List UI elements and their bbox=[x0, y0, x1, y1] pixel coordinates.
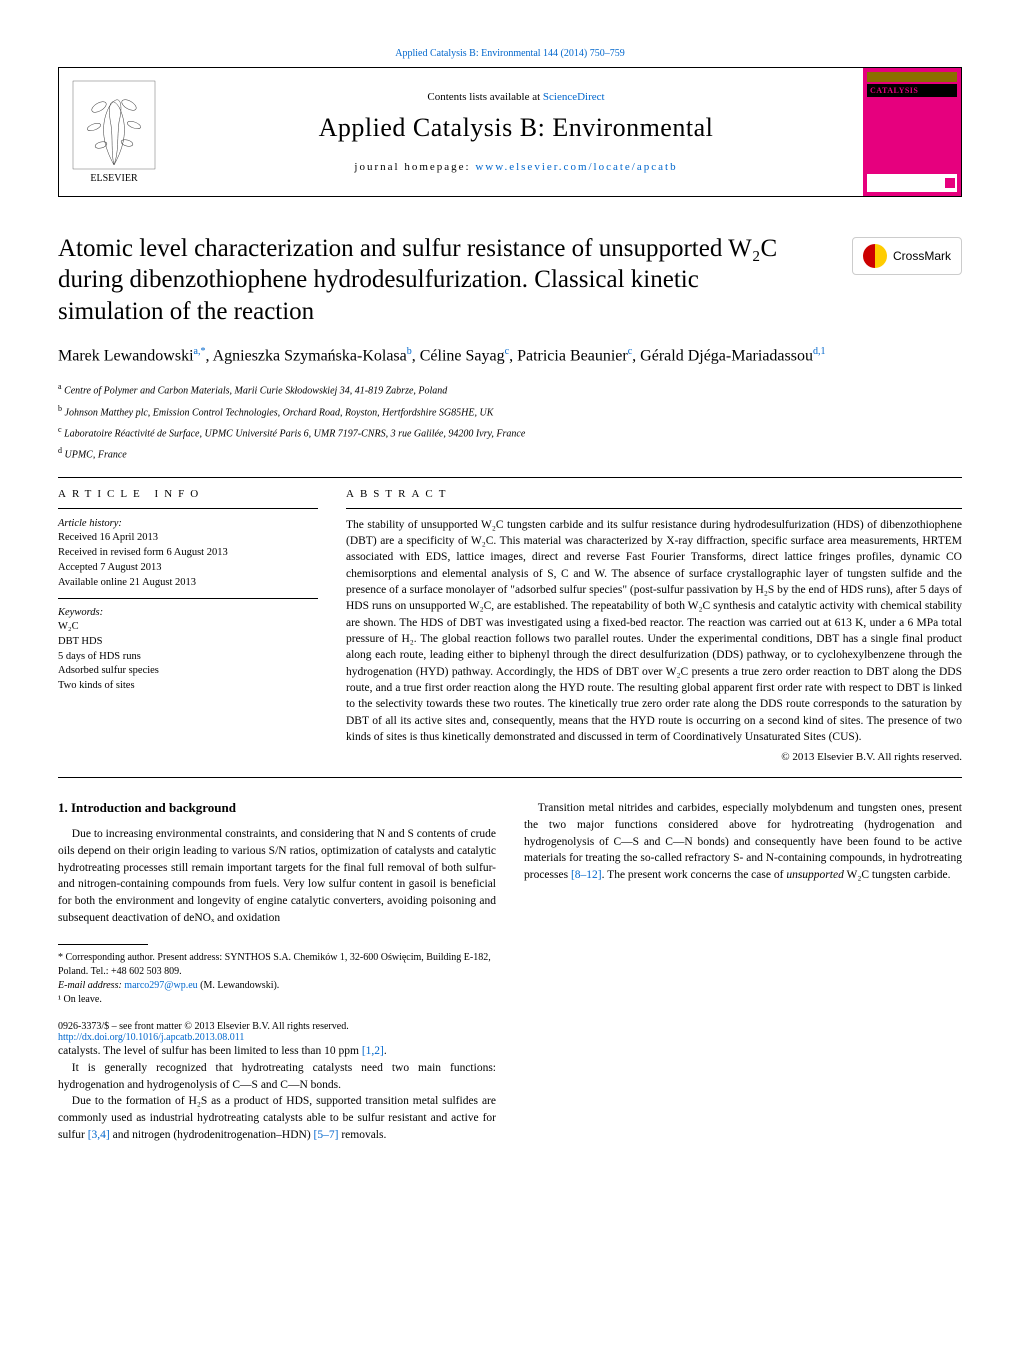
footnote-rule bbox=[58, 944, 148, 945]
onleave-note: ¹ On leave. bbox=[58, 993, 496, 1007]
history-item: Available online 21 August 2013 bbox=[58, 576, 318, 591]
author-list: Marek Lewandowskia,*, Agnieszka Szymańsk… bbox=[58, 345, 962, 368]
volume-link[interactable]: Applied Catalysis B: Environmental 144 (… bbox=[58, 48, 962, 59]
email-label: E-mail address: bbox=[58, 980, 124, 991]
cover-top-stripe bbox=[867, 72, 957, 82]
section-heading: 1. Introduction and background bbox=[58, 800, 496, 816]
journal-cover: CATALYSIS bbox=[863, 68, 961, 196]
history-label: Article history: bbox=[58, 517, 318, 532]
homepage-line: journal homepage: www.elsevier.com/locat… bbox=[354, 161, 677, 173]
affiliation: c Laboratoire Réactivité de Surface, UPM… bbox=[58, 424, 962, 441]
article-info-head: ARTICLE INFO bbox=[58, 488, 318, 500]
divider bbox=[346, 508, 962, 509]
cover-accent-box bbox=[945, 178, 955, 188]
cover-bottom bbox=[867, 174, 957, 192]
affiliation: d UPMC, France bbox=[58, 445, 962, 462]
keyword-item: DBT HDS bbox=[58, 635, 318, 650]
cover-body bbox=[867, 97, 957, 174]
crossmark-icon bbox=[863, 244, 887, 268]
abstract-head: ABSTRACT bbox=[346, 488, 962, 500]
issn-line: 0926-3373/$ – see front matter © 2013 El… bbox=[58, 1021, 496, 1032]
keyword-item: Adsorbed sulfur species bbox=[58, 664, 318, 679]
divider bbox=[58, 598, 318, 599]
elsevier-logo: ELSEVIER bbox=[59, 68, 169, 196]
divider bbox=[58, 477, 962, 478]
cover-title: CATALYSIS bbox=[867, 84, 957, 97]
homepage-link[interactable]: www.elsevier.com/locate/apcatb bbox=[475, 161, 677, 173]
ref-link[interactable]: [3,4] bbox=[88, 1129, 110, 1141]
keyword-item: 5 days of HDS runs bbox=[58, 650, 318, 665]
header-center: Contents lists available at ScienceDirec… bbox=[169, 68, 863, 196]
ref-link[interactable]: [5–7] bbox=[314, 1129, 339, 1141]
contents-prefix: Contents lists available at bbox=[427, 91, 542, 103]
keyword-item: Two kinds of sites bbox=[58, 679, 318, 694]
affiliation: a Centre of Polymer and Carbon Materials… bbox=[58, 381, 962, 398]
homepage-prefix: journal homepage: bbox=[354, 161, 475, 173]
contents-line: Contents lists available at ScienceDirec… bbox=[427, 91, 604, 103]
article-title: Atomic level characterization and sulfur… bbox=[58, 233, 828, 327]
affiliation: b Johnson Matthey plc, Emission Control … bbox=[58, 403, 962, 420]
keyword-item: W₂C bbox=[58, 620, 318, 635]
keywords-label: Keywords: bbox=[58, 607, 318, 618]
doi-link[interactable]: http://dx.doi.org/10.1016/j.apcatb.2013.… bbox=[58, 1032, 244, 1043]
crossmark-label: CrossMark bbox=[893, 249, 951, 263]
abstract-text: The stability of unsupported W₂C tungste… bbox=[346, 517, 962, 746]
email-suffix: (M. Lewandowski). bbox=[198, 980, 280, 991]
crossmark-badge[interactable]: CrossMark bbox=[852, 237, 962, 275]
body-paragraph: catalysts. The level of sulfur has been … bbox=[58, 1043, 496, 1060]
history-item: Received 16 April 2013 bbox=[58, 531, 318, 546]
body-paragraph: Due to the formation of H₂S as a product… bbox=[58, 1093, 496, 1143]
journal-name: Applied Catalysis B: Environmental bbox=[319, 113, 714, 143]
history-item: Received in revised form 6 August 2013 bbox=[58, 546, 318, 561]
divider bbox=[58, 508, 318, 509]
body-paragraph: Due to increasing environmental constrai… bbox=[58, 826, 496, 926]
ref-link[interactable]: [8–12] bbox=[571, 869, 602, 881]
history-item: Accepted 7 August 2013 bbox=[58, 561, 318, 576]
svg-text:ELSEVIER: ELSEVIER bbox=[90, 173, 138, 184]
body-paragraph: Transition metal nitrides and carbides, … bbox=[524, 800, 962, 883]
email-line: E-mail address: marco297@wp.eu (M. Lewan… bbox=[58, 979, 496, 993]
copyright: © 2013 Elsevier B.V. All rights reserved… bbox=[346, 751, 962, 763]
email-link[interactable]: marco297@wp.eu bbox=[124, 980, 197, 991]
body-paragraph: It is generally recognized that hydrotre… bbox=[58, 1060, 496, 1093]
sciencedirect-link[interactable]: ScienceDirect bbox=[543, 91, 605, 103]
ref-link[interactable]: [1,2] bbox=[362, 1045, 384, 1057]
journal-header: ELSEVIER Contents lists available at Sci… bbox=[58, 67, 962, 197]
divider bbox=[58, 777, 962, 778]
corresponding-author-note: * Corresponding author. Present address:… bbox=[58, 951, 496, 979]
